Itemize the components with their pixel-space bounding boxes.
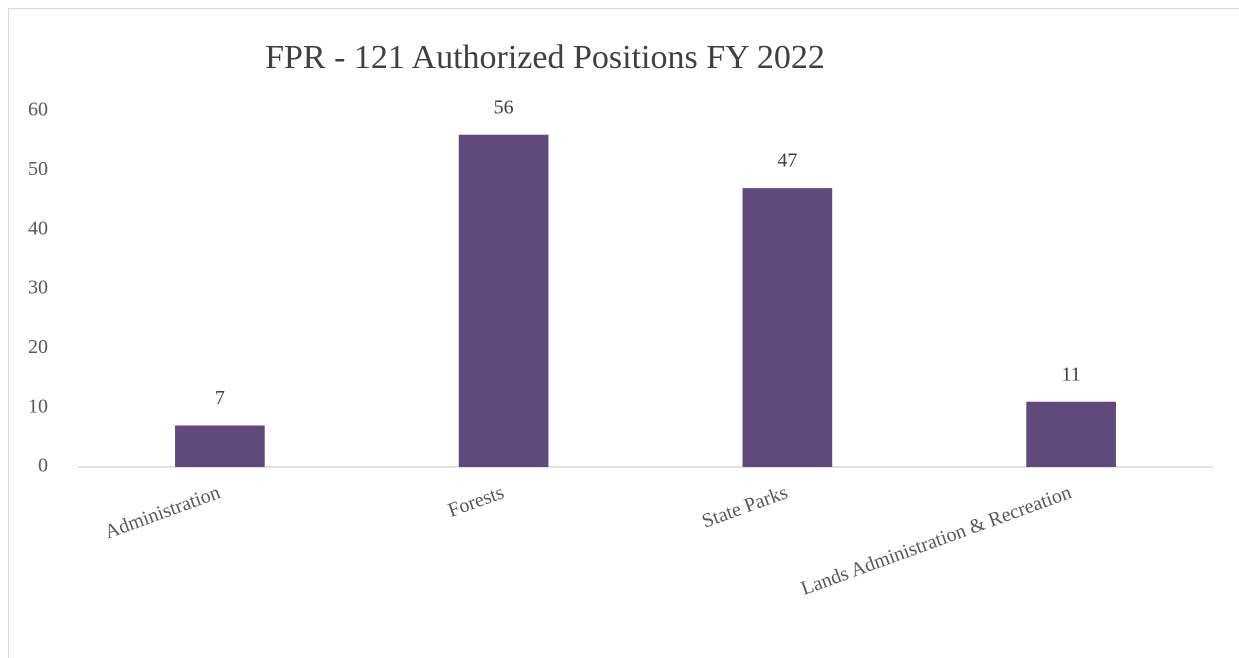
- y-tick-label: 10: [28, 395, 48, 417]
- y-tick-label: 20: [28, 336, 48, 358]
- bar: [175, 425, 265, 467]
- y-tick-label: 30: [28, 277, 48, 299]
- x-tick-label: State Parks: [699, 481, 791, 532]
- x-tick-label: Administration: [102, 481, 223, 543]
- y-tick-label: 50: [28, 158, 48, 180]
- bar: [458, 134, 549, 467]
- y-tick-label: 60: [28, 99, 48, 121]
- bar: [1026, 401, 1116, 467]
- chart-border: [8, 8, 1239, 658]
- chart-title: FPR - 121 Authorized Positions FY 2022: [265, 39, 825, 76]
- data-label: 11: [1061, 363, 1080, 385]
- x-tick-label: Lands Administration & Recreation: [798, 481, 1074, 600]
- data-label: 56: [494, 96, 514, 118]
- x-tick-label: Forests: [445, 481, 507, 522]
- y-tick-label: 40: [28, 217, 48, 239]
- data-label: 7: [215, 387, 225, 409]
- data-label: 47: [777, 150, 797, 172]
- y-tick-label: 0: [38, 455, 48, 477]
- bar: [742, 188, 833, 467]
